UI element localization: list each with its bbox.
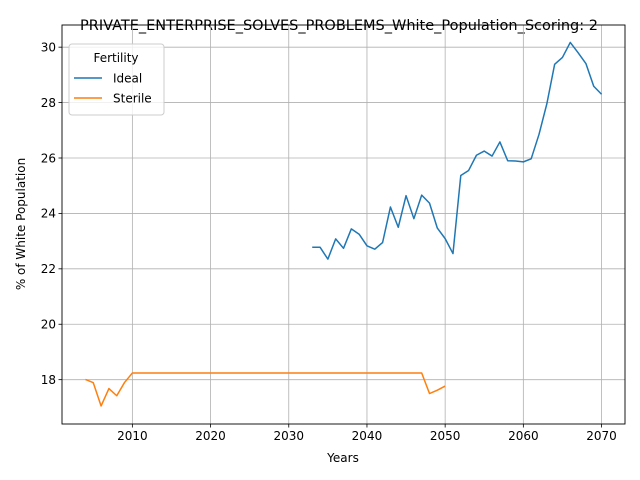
series-line-sterile bbox=[85, 372, 446, 407]
legend-entries: Ideal Sterile bbox=[74, 71, 152, 105]
plot-lines bbox=[85, 41, 603, 407]
x-tick-label: 2060 bbox=[508, 429, 539, 443]
y-axis-label: % of White Population bbox=[14, 158, 28, 290]
x-tick-label: 2020 bbox=[195, 429, 226, 443]
legend-label-sterile: Sterile bbox=[113, 91, 152, 105]
y-tick-label: 18 bbox=[41, 373, 56, 387]
x-tick-label: 2050 bbox=[430, 429, 461, 443]
legend-label-ideal: Ideal bbox=[113, 71, 142, 85]
plot-frame bbox=[61, 24, 626, 425]
y-tick-label: 26 bbox=[41, 151, 56, 165]
x-tick-label: 2070 bbox=[586, 429, 617, 443]
legend-title: Fertility bbox=[93, 51, 138, 65]
y-tick-label: 22 bbox=[41, 262, 56, 276]
x-axis-label: Years bbox=[326, 451, 359, 465]
x-axis-ticks: 2010 2020 2030 2040 2050 2060 2070 bbox=[117, 424, 617, 443]
legend: Fertility Ideal Sterile bbox=[68, 43, 165, 116]
y-tick-label: 30 bbox=[41, 40, 56, 54]
y-axis-ticks: 18 20 22 24 26 28 30 bbox=[41, 40, 62, 387]
series-line-ideal bbox=[312, 41, 603, 260]
x-tick-label: 2040 bbox=[352, 429, 383, 443]
y-tick-label: 24 bbox=[41, 207, 56, 221]
x-tick-label: 2030 bbox=[273, 429, 304, 443]
y-tick-label: 28 bbox=[41, 96, 56, 110]
chart-title: PRIVATE_ENTERPRISE_SOLVES_PROBLEMS_White… bbox=[80, 18, 598, 34]
grid bbox=[62, 25, 625, 424]
y-tick-label: 20 bbox=[41, 318, 56, 332]
x-tick-label: 2010 bbox=[117, 429, 148, 443]
